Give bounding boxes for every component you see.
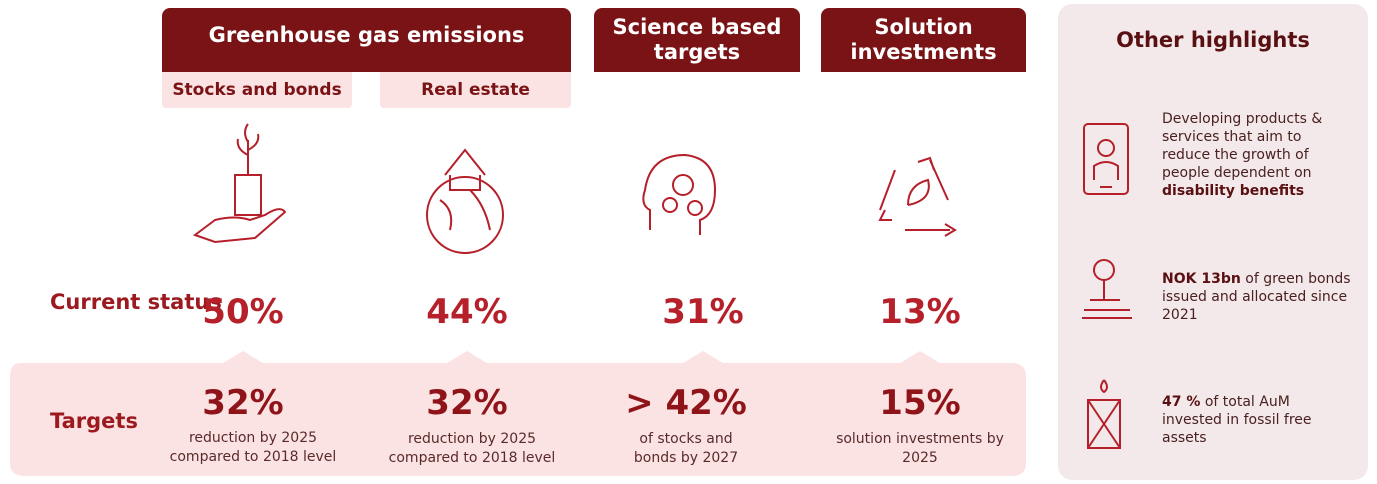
- header-solution: Solution investments: [821, 8, 1026, 72]
- target-note: reduction by 2025 compared to 2018 level: [169, 430, 337, 465]
- head-gears-icon: [642, 153, 717, 235]
- current-value: 31%: [662, 292, 744, 332]
- row-label-targets: Targets: [50, 409, 138, 433]
- targets-panel: [10, 351, 1026, 476]
- highlight-icons: [1082, 123, 1132, 449]
- highlight-phrase: of total AuM invested in fossil free ass…: [1162, 394, 1312, 446]
- target-value: 32%: [426, 383, 508, 423]
- current-value: 44%: [426, 292, 508, 332]
- target-note: reduction by 2025 compared to 2018 level: [388, 431, 556, 466]
- target-note: of stocks and bonds by 2027: [633, 431, 739, 466]
- current-value: 50%: [202, 292, 284, 332]
- targets-background: [10, 351, 1026, 476]
- highlight-emphasis: disability benefits: [1162, 183, 1305, 199]
- highlight-text: Developing products & services that aim …: [1162, 110, 1352, 200]
- header-ghg: Greenhouse gas emissions: [162, 8, 571, 72]
- header-sbt: Science based targets: [594, 8, 800, 72]
- globe-house-icon: [426, 148, 504, 254]
- subheader: Real estate: [380, 72, 571, 108]
- highlight-phrase: Developing products & services that aim …: [1162, 111, 1323, 181]
- highlight-emphasis: NOK 13bn: [1162, 271, 1241, 287]
- target-value: > 42%: [625, 383, 747, 423]
- highlight-text: 47 % of total AuM invested in fossil fre…: [1162, 393, 1352, 447]
- highlights-title: Other highlights: [1116, 28, 1310, 52]
- hand-plant-icon: [192, 123, 287, 244]
- highlight-text: NOK 13bn of green bonds issued and alloc…: [1162, 270, 1352, 324]
- highlight-emphasis: 47 %: [1162, 394, 1201, 410]
- money-plant-icon: [1082, 259, 1132, 319]
- tablet-icon: [1083, 123, 1129, 195]
- current-value: 13%: [879, 292, 961, 332]
- target-note: solution investments by 2025: [836, 431, 1004, 466]
- icons: [192, 123, 957, 254]
- barrel-icon: [1087, 379, 1121, 449]
- target-value: 32%: [202, 383, 284, 423]
- target-value: 15%: [879, 383, 961, 423]
- recycle-leaf-icon: [878, 156, 957, 237]
- highlight-phrase: of green bonds issued and allocated sinc…: [1162, 271, 1351, 323]
- row-label-current: Current status: [50, 290, 222, 314]
- subheader: Stocks and bonds: [162, 72, 352, 108]
